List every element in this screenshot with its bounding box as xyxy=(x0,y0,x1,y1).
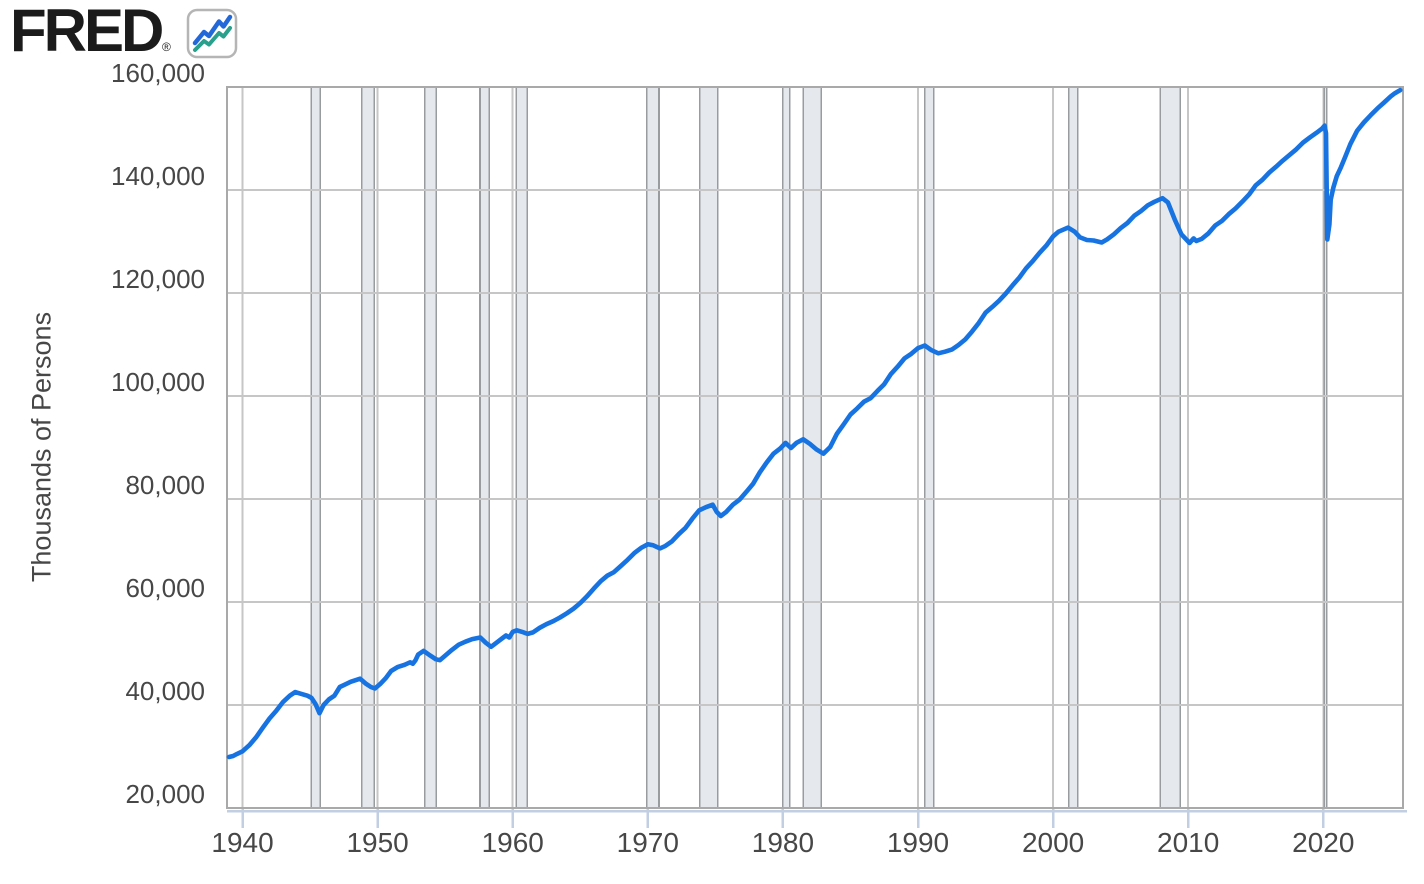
recession-band xyxy=(424,86,437,809)
fred-logo-text: FRED xyxy=(10,0,164,64)
recession-band xyxy=(1159,86,1182,809)
recession-band xyxy=(1068,86,1079,809)
recession-band xyxy=(361,86,376,809)
x-tick-label: 2000 xyxy=(1021,827,1085,858)
y-tick-label: 100,000 xyxy=(111,367,205,397)
recession-band xyxy=(515,86,529,809)
y-tick-label: 40,000 xyxy=(125,676,205,706)
recession-band xyxy=(645,86,660,809)
plot-border xyxy=(226,86,1404,809)
recession-band xyxy=(479,86,490,809)
x-tick-label: 1980 xyxy=(751,827,815,858)
x-tick-label: 1990 xyxy=(886,827,950,858)
x-tick-label: 2020 xyxy=(1292,827,1355,858)
x-tick-label: 1970 xyxy=(616,827,679,858)
fred-logo[interactable]: FRED ® xyxy=(10,1,238,61)
x-tick-label: 2010 xyxy=(1157,827,1220,858)
y-tick-label: 60,000 xyxy=(125,573,205,603)
x-tick-label: 1950 xyxy=(346,827,409,858)
y-tick-label: 80,000 xyxy=(125,470,205,500)
x-tick-label: 1940 xyxy=(211,827,274,858)
y-tick-label: 140,000 xyxy=(111,161,205,191)
registered-trademark-symbol: ® xyxy=(162,40,171,54)
recession-band xyxy=(698,86,719,809)
fred-line-chart-icon xyxy=(186,8,238,59)
recession-band xyxy=(923,86,935,809)
y-tick-label: 160,000 xyxy=(111,58,205,88)
series-line xyxy=(226,87,1403,760)
x-tick-label: 1960 xyxy=(481,827,544,858)
y-tick-label: 120,000 xyxy=(111,264,205,294)
y-tick-label: 20,000 xyxy=(125,779,205,809)
